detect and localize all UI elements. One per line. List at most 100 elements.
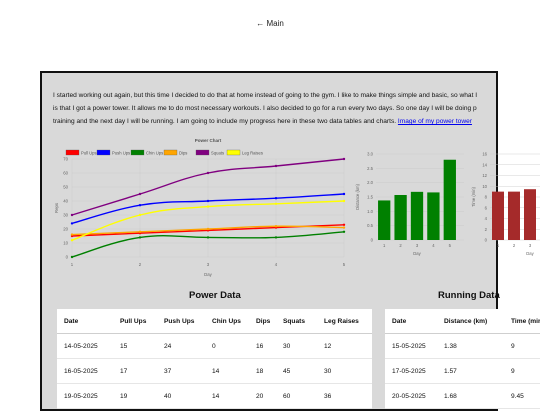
y-tick-label: 2.0 bbox=[367, 180, 373, 185]
data-point bbox=[138, 192, 142, 196]
y-tick-label: 6 bbox=[485, 205, 488, 210]
bar bbox=[427, 192, 440, 240]
cell-distance: 1.38 bbox=[437, 333, 504, 359]
x-tick-label: 4 bbox=[275, 262, 278, 267]
power-header-date: Date bbox=[57, 309, 113, 334]
data-point bbox=[138, 230, 142, 233]
cell-time: 9 bbox=[504, 333, 540, 359]
y-tick-label: 0 bbox=[371, 238, 374, 243]
x-tick-label: 1 bbox=[71, 262, 74, 267]
data-point bbox=[70, 255, 74, 259]
y-axis-label: Distance (km) bbox=[355, 183, 360, 209]
cell-chin-ups: 0 bbox=[205, 333, 249, 359]
distance-chart: 0 0.5 1.0 1.5 2.0 2.5 3.0 1 2 3 4 5 Day Distance (km) bbox=[355, 152, 464, 256]
bar bbox=[410, 191, 424, 240]
x-tick-label: 3 bbox=[416, 243, 419, 248]
data-point bbox=[274, 225, 278, 228]
y-tick-label: 30 bbox=[63, 213, 68, 218]
y-axis-label: Time (min) bbox=[471, 186, 476, 206]
running-header-time: Time (mir bbox=[504, 309, 540, 334]
x-tick-label: 3 bbox=[207, 262, 210, 267]
cell-pull-ups: 15 bbox=[113, 333, 157, 359]
running-data-title: Running Data bbox=[438, 290, 500, 301]
legend-swatch bbox=[226, 149, 241, 156]
y-tick-label: 16 bbox=[482, 152, 487, 157]
y-tick-label: 2.5 bbox=[367, 166, 373, 171]
bar bbox=[378, 200, 391, 240]
legend-swatch bbox=[65, 149, 80, 156]
running-header-date: Date bbox=[385, 309, 437, 334]
data-point bbox=[206, 171, 210, 175]
x-axis-label: Day bbox=[526, 251, 534, 256]
cell-leg-raises: 30 bbox=[317, 358, 372, 384]
power-header-push-ups: Push Ups bbox=[157, 309, 205, 334]
intro-line-1: I started working out again, but this ti… bbox=[53, 92, 478, 99]
y-tick-label: 3.0 bbox=[367, 152, 373, 157]
legend-swatch bbox=[163, 149, 178, 156]
data-point bbox=[70, 233, 74, 236]
y-tick-label: 40 bbox=[63, 199, 68, 204]
intro-line-3-text: training and the next day I will be runn… bbox=[53, 118, 397, 125]
data-point bbox=[70, 239, 74, 242]
time-chart: 02468101214161234DayTime (min) bbox=[471, 152, 540, 256]
cell-time: 9 bbox=[504, 358, 540, 384]
y-tick-label: 70 bbox=[63, 157, 68, 162]
legend-label: Push Ups bbox=[112, 150, 130, 155]
y-tick-label: 10 bbox=[482, 184, 487, 189]
running-header-distance: Distance (km) bbox=[437, 309, 504, 334]
cell-date: 15-05-2025 bbox=[385, 333, 437, 359]
cell-date: 14-05-2025 bbox=[57, 333, 113, 359]
table-row: 15-05-2025 1.38 9 bbox=[385, 333, 540, 359]
data-point bbox=[138, 236, 142, 239]
y-tick-label: 1.5 bbox=[367, 195, 373, 200]
x-tick-label: 2 bbox=[399, 243, 402, 248]
data-point bbox=[342, 157, 346, 161]
cell-date: 17-05-2025 bbox=[385, 358, 437, 384]
y-tick-label: 14 bbox=[482, 162, 487, 167]
y-tick-label: 4 bbox=[485, 216, 488, 221]
cell-dips: 16 bbox=[249, 333, 276, 359]
legend-label: Pull Ups bbox=[81, 150, 97, 155]
bar bbox=[508, 191, 520, 240]
y-tick-label: 8 bbox=[485, 195, 488, 200]
table-row: 16-05-2025 17 37 14 18 45 30 bbox=[57, 358, 372, 384]
power-header-chin-ups: Chin Ups bbox=[205, 309, 249, 334]
table-row: 17-05-2025 1.57 9 bbox=[385, 358, 540, 384]
legend-swatch bbox=[195, 149, 210, 156]
intro-text: I started working out again, but this ti… bbox=[53, 89, 540, 129]
cell-pull-ups: 17 bbox=[113, 358, 157, 384]
y-tick-label: 12 bbox=[482, 173, 487, 178]
power-table-header: Date Pull Ups Push Ups Chin Ups Dips Squ… bbox=[57, 309, 372, 334]
y-tick-label: 2 bbox=[485, 227, 488, 232]
cell-squats: 30 bbox=[276, 333, 317, 359]
bar bbox=[492, 191, 504, 240]
legend-label: Squats bbox=[211, 150, 224, 155]
x-tick-label: 1 bbox=[497, 243, 500, 248]
data-point bbox=[342, 199, 346, 203]
data-point bbox=[70, 213, 74, 217]
bar bbox=[394, 194, 407, 240]
y-tick-label: 0 bbox=[66, 255, 69, 260]
y-tick-label: 0.5 bbox=[367, 223, 373, 228]
legend-label: Dips bbox=[179, 150, 187, 155]
cell-push-ups: 37 bbox=[157, 358, 205, 384]
x-tick-label: 2 bbox=[513, 243, 516, 248]
power-data-table: Date Pull Ups Push Ups Chin Ups Dips Squ… bbox=[57, 309, 372, 409]
running-table-header: Date Distance (km) Time (mir bbox=[385, 309, 540, 334]
intro-line-2: is that I got a power tower. It allows m… bbox=[53, 105, 477, 112]
legend-swatch bbox=[130, 149, 145, 156]
back-to-main-link[interactable]: ← Main bbox=[256, 19, 284, 28]
power-data-title: Power Data bbox=[189, 290, 241, 301]
data-point bbox=[274, 202, 278, 205]
power-tower-image-link[interactable]: Image of my power tower bbox=[397, 118, 472, 125]
data-point bbox=[138, 204, 142, 207]
data-point bbox=[274, 164, 278, 168]
cell-leg-raises: 12 bbox=[317, 333, 372, 359]
x-tick-label: 5 bbox=[343, 262, 346, 267]
data-point bbox=[342, 192, 346, 196]
x-tick-label: 4 bbox=[432, 243, 435, 248]
table-row: 14-05-2025 15 24 0 16 30 12 bbox=[57, 333, 372, 359]
y-axis-label: Reps bbox=[54, 203, 59, 213]
y-tick-label: 1.0 bbox=[367, 209, 373, 214]
power-chart: Power Chart Pull Ups Push Ups Chin Ups Dips S… bbox=[54, 138, 346, 277]
